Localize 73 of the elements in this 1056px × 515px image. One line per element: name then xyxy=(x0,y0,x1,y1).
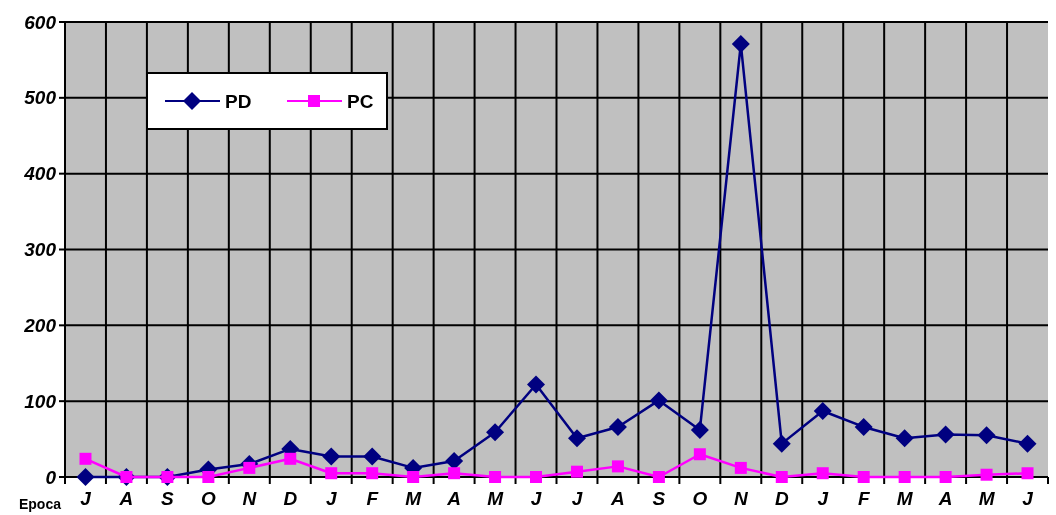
legend-label: PD xyxy=(225,90,252,112)
point xyxy=(1021,467,1034,480)
x-tick-label: M xyxy=(405,488,423,509)
point xyxy=(608,417,627,436)
x-tick-label: N xyxy=(242,488,258,509)
x-tick-label: J xyxy=(325,488,337,509)
x-tick-label: F xyxy=(857,488,871,509)
point xyxy=(813,402,832,421)
y-tick-label: 300 xyxy=(24,239,57,261)
x-tick-label: F xyxy=(366,488,380,509)
point xyxy=(898,471,911,483)
y-tick-label: 600 xyxy=(24,11,57,33)
x-tick-label: J xyxy=(817,488,829,509)
point xyxy=(734,461,747,474)
point xyxy=(325,467,338,480)
x-tick-label: O xyxy=(200,488,216,509)
point xyxy=(649,391,668,410)
point xyxy=(980,468,993,481)
y-tick-label: 400 xyxy=(23,163,57,185)
point xyxy=(731,34,750,53)
point xyxy=(407,471,420,483)
x-tick-label: M xyxy=(978,488,996,509)
x-tick-label: J xyxy=(530,488,542,509)
x-tick-label: A xyxy=(446,488,461,509)
x-tick-label: A xyxy=(118,488,134,509)
x-tick-label: D xyxy=(283,488,298,509)
point xyxy=(690,420,709,439)
x-tick-label: J xyxy=(1022,488,1034,509)
point xyxy=(527,375,546,394)
point xyxy=(489,471,502,483)
point xyxy=(857,471,870,483)
point xyxy=(530,471,543,483)
point xyxy=(1018,434,1037,453)
x-axis-title: Epoca xyxy=(18,496,62,512)
y-tick-label: 100 xyxy=(24,390,57,412)
point xyxy=(816,467,829,480)
point xyxy=(366,467,379,480)
point xyxy=(363,447,382,466)
point xyxy=(284,452,297,465)
point xyxy=(977,426,996,445)
point xyxy=(322,447,341,466)
x-tick-label: J xyxy=(571,488,583,509)
y-tick-label: 500 xyxy=(24,87,57,109)
point xyxy=(202,471,215,483)
point xyxy=(854,417,873,436)
x-tick-label: S xyxy=(652,488,666,509)
point xyxy=(486,423,505,442)
x-tick-label: O xyxy=(692,488,708,509)
point xyxy=(652,471,665,483)
x-tick-label: A xyxy=(610,488,625,509)
point xyxy=(448,467,461,480)
point xyxy=(570,465,583,478)
x-tick-label: N xyxy=(733,488,749,509)
x-tick-label: M xyxy=(487,488,505,509)
legend-label: PC xyxy=(347,90,374,112)
x-tick-label: D xyxy=(774,488,789,509)
point xyxy=(939,471,952,483)
y-tick-label: 0 xyxy=(45,466,57,488)
point xyxy=(243,461,256,474)
y-tick-label: 200 xyxy=(23,314,57,336)
point xyxy=(567,429,586,448)
x-tick-label: M xyxy=(896,488,914,509)
point xyxy=(895,429,914,448)
x-tick-label: J xyxy=(80,488,92,509)
point xyxy=(936,425,955,444)
point xyxy=(76,468,95,486)
x-tick-label: A xyxy=(937,488,953,509)
point xyxy=(611,460,624,473)
point xyxy=(775,471,788,483)
point xyxy=(772,434,791,453)
point xyxy=(693,448,706,461)
point xyxy=(79,452,92,465)
x-tick-label: S xyxy=(161,488,175,509)
